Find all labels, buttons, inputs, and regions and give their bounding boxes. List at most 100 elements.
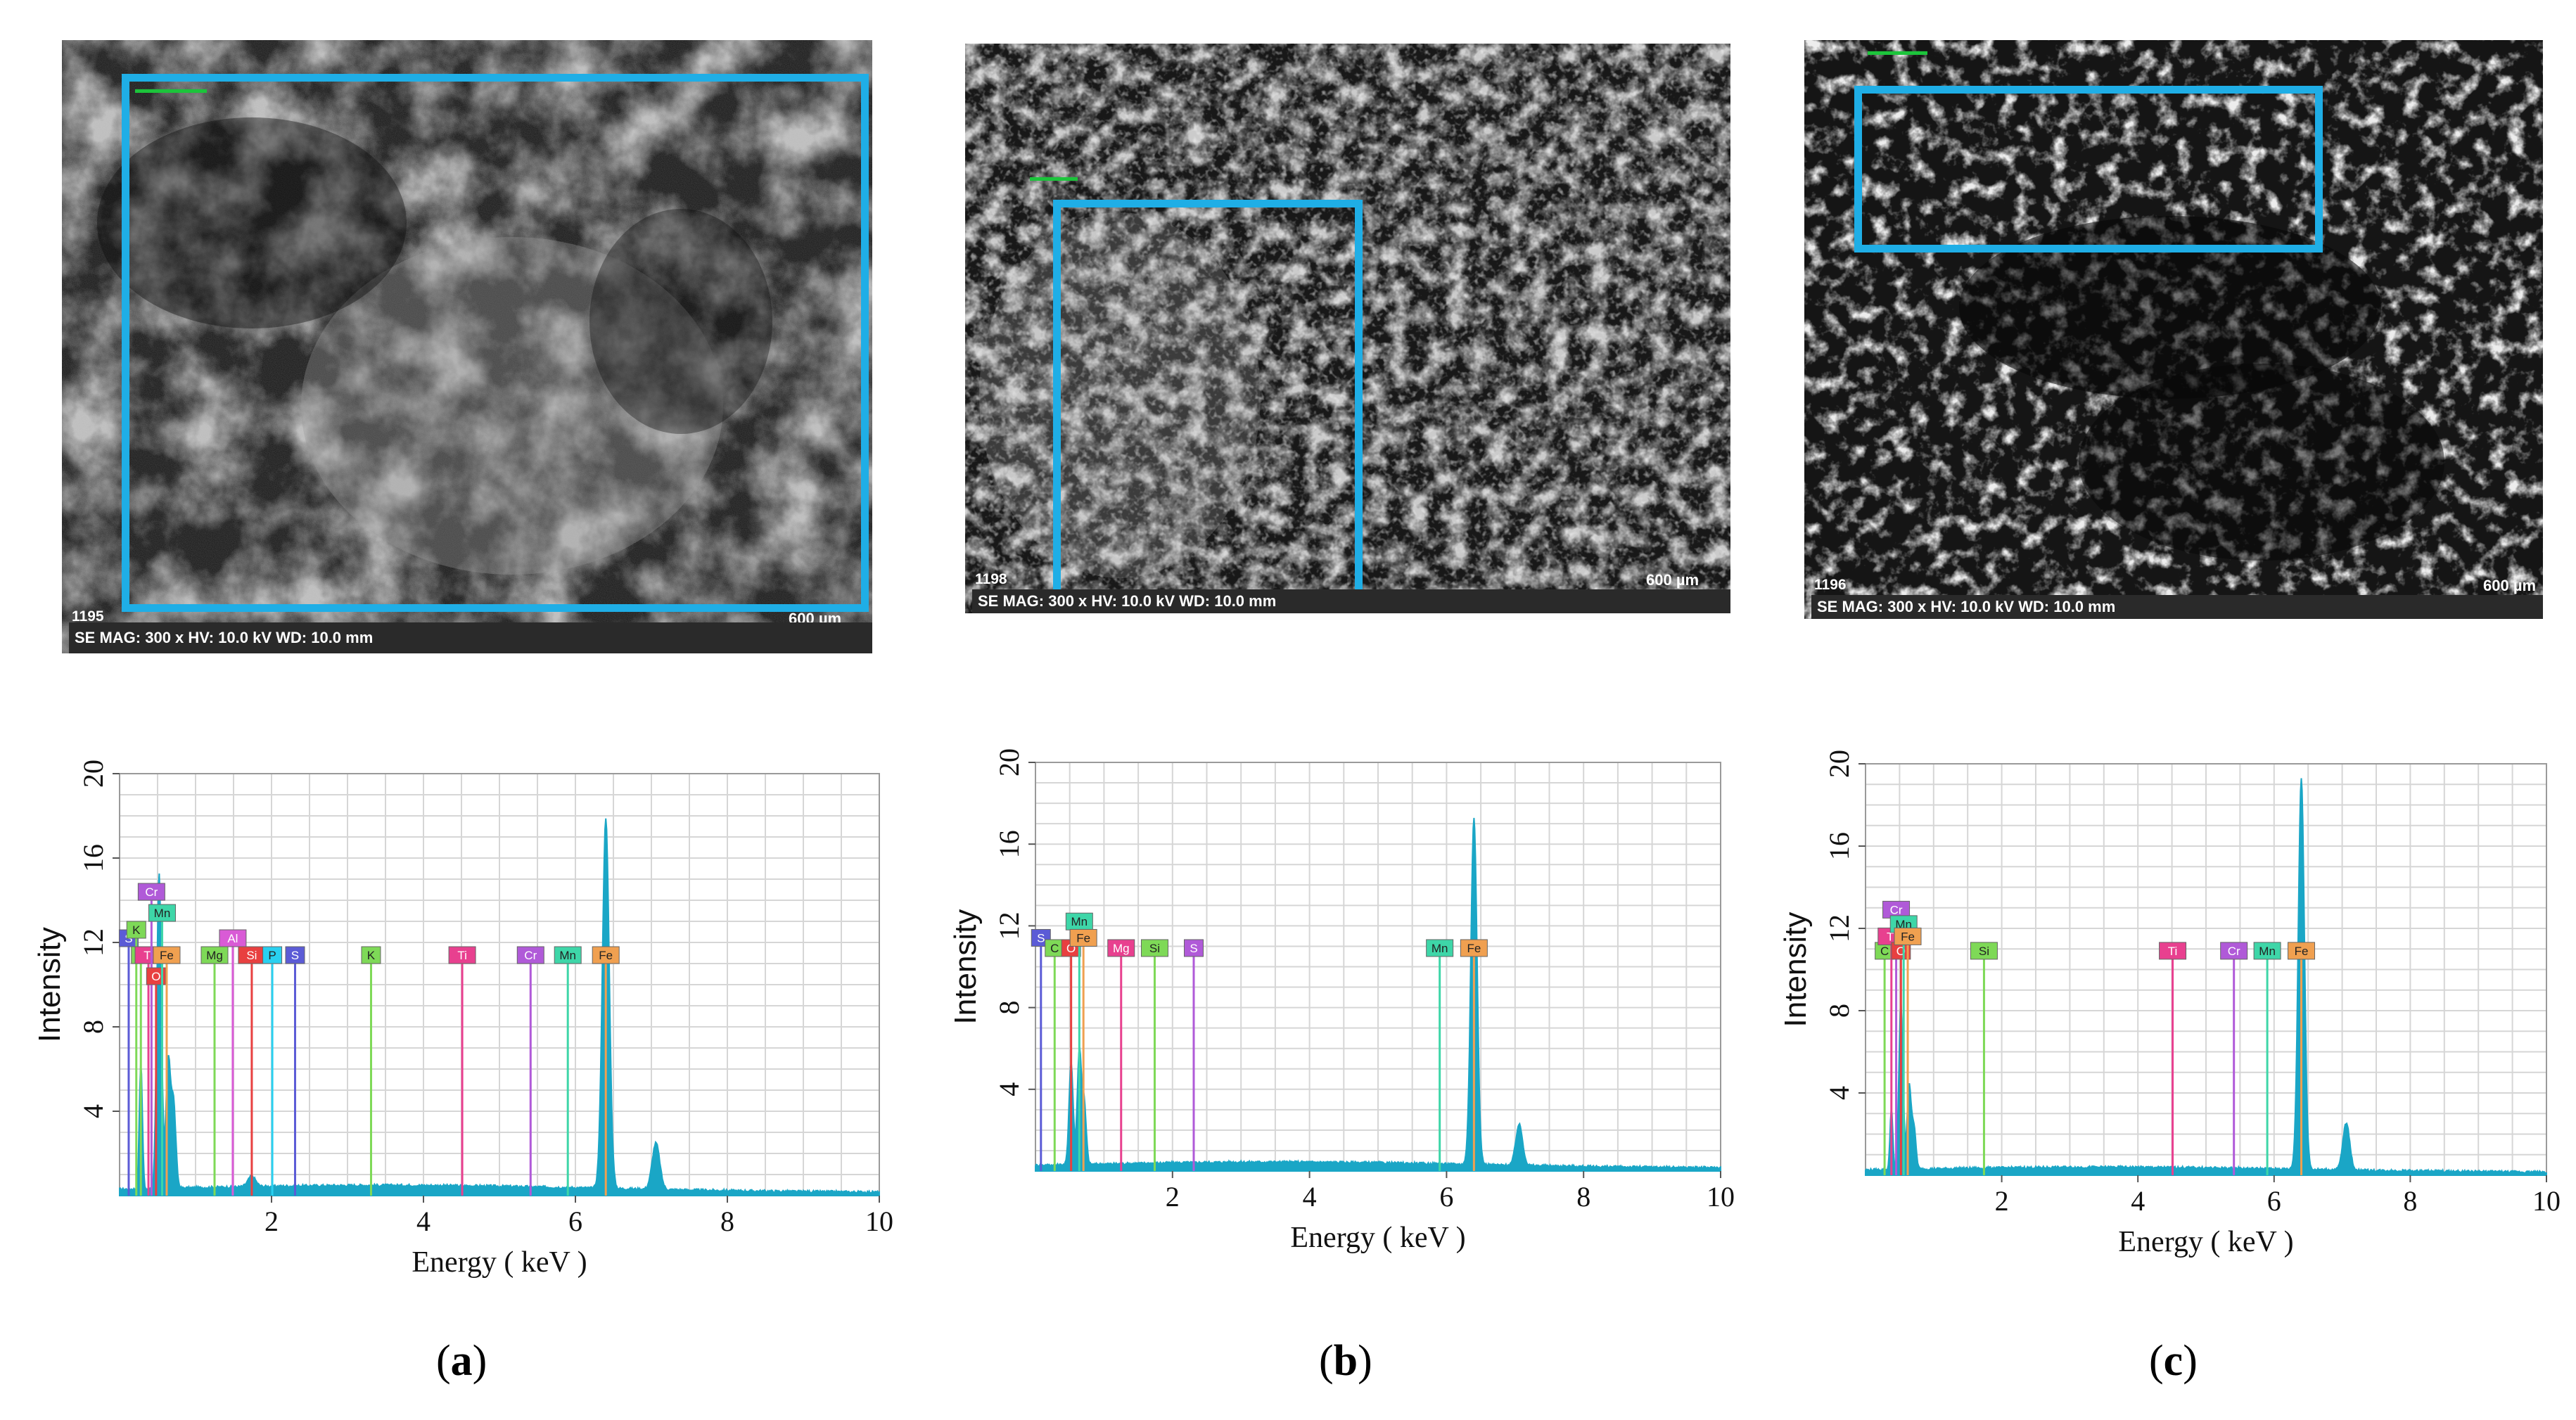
element-label: Al [227, 932, 238, 945]
element-label: P [268, 949, 276, 962]
scale-label-c: 600 µm [2483, 577, 2537, 594]
y-tick-label: 20 [1823, 750, 1855, 778]
element-tag-cr [516, 946, 544, 964]
sem-info-bar-b: SE MAG: 300 x HV: 10.0 kV WD: 10.0 mm [972, 589, 1730, 613]
sem-texture-c [1804, 40, 2543, 619]
element-label: Fe [1901, 930, 1915, 943]
element-label: Cr [1890, 903, 1903, 916]
element-label: Si [1979, 945, 1989, 958]
y-tick-label: 16 [77, 844, 109, 872]
element-label: Fe [599, 949, 613, 962]
element-tag-mg [200, 946, 229, 964]
x-tick-label: 10 [865, 1205, 893, 1237]
element-label: Mn [154, 907, 171, 920]
y-tick-label: 4 [993, 1082, 1025, 1096]
y-tick-label: 12 [993, 912, 1025, 940]
element-tag-ti [2159, 942, 2187, 960]
x-tick-label: 2 [1166, 1181, 1180, 1213]
element-label: Fe [160, 949, 174, 962]
element-label: Mn [559, 949, 576, 962]
element-tag-fe [1460, 939, 1488, 957]
x-tick-label: 8 [720, 1205, 734, 1237]
element-label: C [1050, 942, 1059, 955]
element-tag-al [219, 929, 247, 947]
element-tag-fe [153, 946, 181, 964]
spectrum-series [1035, 817, 1721, 1172]
element-label: Ti [457, 949, 467, 962]
element-label: S [291, 949, 299, 962]
element-label: C [1880, 945, 1889, 958]
element-label: K [367, 949, 376, 962]
x-axis-label: Energy ( keV ) [2118, 1226, 2293, 1258]
sem-image-id-a: 1195 [72, 608, 104, 625]
x-tick-label: 10 [1707, 1181, 1735, 1213]
element-markers: SKCTiCrOMnFeMgAlSiPSKTiCrMnFe [118, 883, 620, 1196]
element-tag-k [361, 946, 381, 964]
element-tag-ti [448, 946, 476, 964]
x-tick-label: 8 [1576, 1181, 1590, 1213]
sem-texture-b [965, 44, 1730, 613]
y-tick-label: 16 [1823, 832, 1855, 860]
element-tag-fe [1894, 927, 1922, 945]
element-tag-si [1140, 939, 1168, 957]
y-axis-label: Intensity [948, 909, 983, 1025]
y-tick-label: 4 [1823, 1086, 1855, 1100]
grid [1035, 762, 1721, 1171]
sem-image-id-c: 1196 [1814, 577, 1847, 593]
element-label: Cr [524, 949, 537, 962]
y-tick-label: 8 [993, 1001, 1025, 1015]
element-label: S [1190, 942, 1197, 955]
x-tick-label: 6 [568, 1205, 582, 1237]
element-tag-si [238, 946, 266, 964]
element-tag-fe [1069, 928, 1097, 947]
element-label: Ti [1887, 930, 1896, 943]
y-tick-label: 12 [77, 928, 109, 957]
sem-image-c: ▬▬▬▬▬ 1196 600 µm SE MAG: 300 x HV: 10.0… [1804, 40, 2543, 619]
spectrum-series [119, 818, 880, 1196]
element-label: Mn [2259, 945, 2276, 958]
x-tick-label: 10 [2532, 1185, 2561, 1217]
y-tick-label: 8 [77, 1020, 109, 1034]
element-label: Cr [2228, 945, 2240, 958]
element-tag-si [1970, 942, 1998, 960]
element-label: Ti [2168, 945, 2178, 958]
element-label: Si [1149, 942, 1160, 955]
element-tag-fe [592, 946, 620, 964]
element-label: Mn [1071, 915, 1088, 928]
x-tick-label: 8 [2403, 1185, 2417, 1217]
grid [1866, 764, 2546, 1175]
x-tick-label: 4 [416, 1205, 431, 1237]
element-tag-mn [148, 904, 176, 922]
x-tick-label: 2 [264, 1205, 279, 1237]
sem-image-b: ▬▬▬▬ 1198 600 µm SE MAG: 300 x HV: 10.0 … [965, 44, 1730, 613]
roi-tag-b: ▬▬▬▬ [1030, 170, 1078, 184]
panel-caption-c: (c) [2149, 1337, 2198, 1385]
panel-caption-b: (b) [1319, 1337, 1372, 1385]
y-axis-label: Intensity [1778, 912, 1813, 1028]
element-label: Mn [1432, 942, 1448, 955]
spectrum-series [1865, 778, 2547, 1176]
y-tick-label: 20 [993, 748, 1025, 776]
element-tag-mg [1107, 939, 1135, 957]
x-tick-label: 2 [1995, 1185, 2009, 1217]
element-label: Mg [206, 949, 223, 962]
element-label: Si [246, 949, 257, 962]
element-tag-cr [2220, 942, 2248, 960]
sem-image-id-b: 1198 [975, 571, 1007, 587]
sem-info-bar-c: SE MAG: 300 x HV: 10.0 kV WD: 10.0 mm [1811, 595, 2543, 619]
sem-info-bar-a: SE MAG: 300 x HV: 10.0 kV WD: 10.0 mm [69, 622, 872, 653]
element-tag-mn [1426, 939, 1454, 957]
y-axis-label: Intensity [32, 927, 67, 1042]
element-tag-cr [137, 883, 165, 901]
element-label: S [1037, 931, 1045, 945]
y-tick-label: 20 [77, 760, 109, 788]
y-tick-label: 12 [1823, 914, 1855, 942]
x-tick-label: 4 [1303, 1181, 1317, 1213]
element-label: Fe [1467, 942, 1481, 955]
element-label: O [151, 970, 160, 983]
